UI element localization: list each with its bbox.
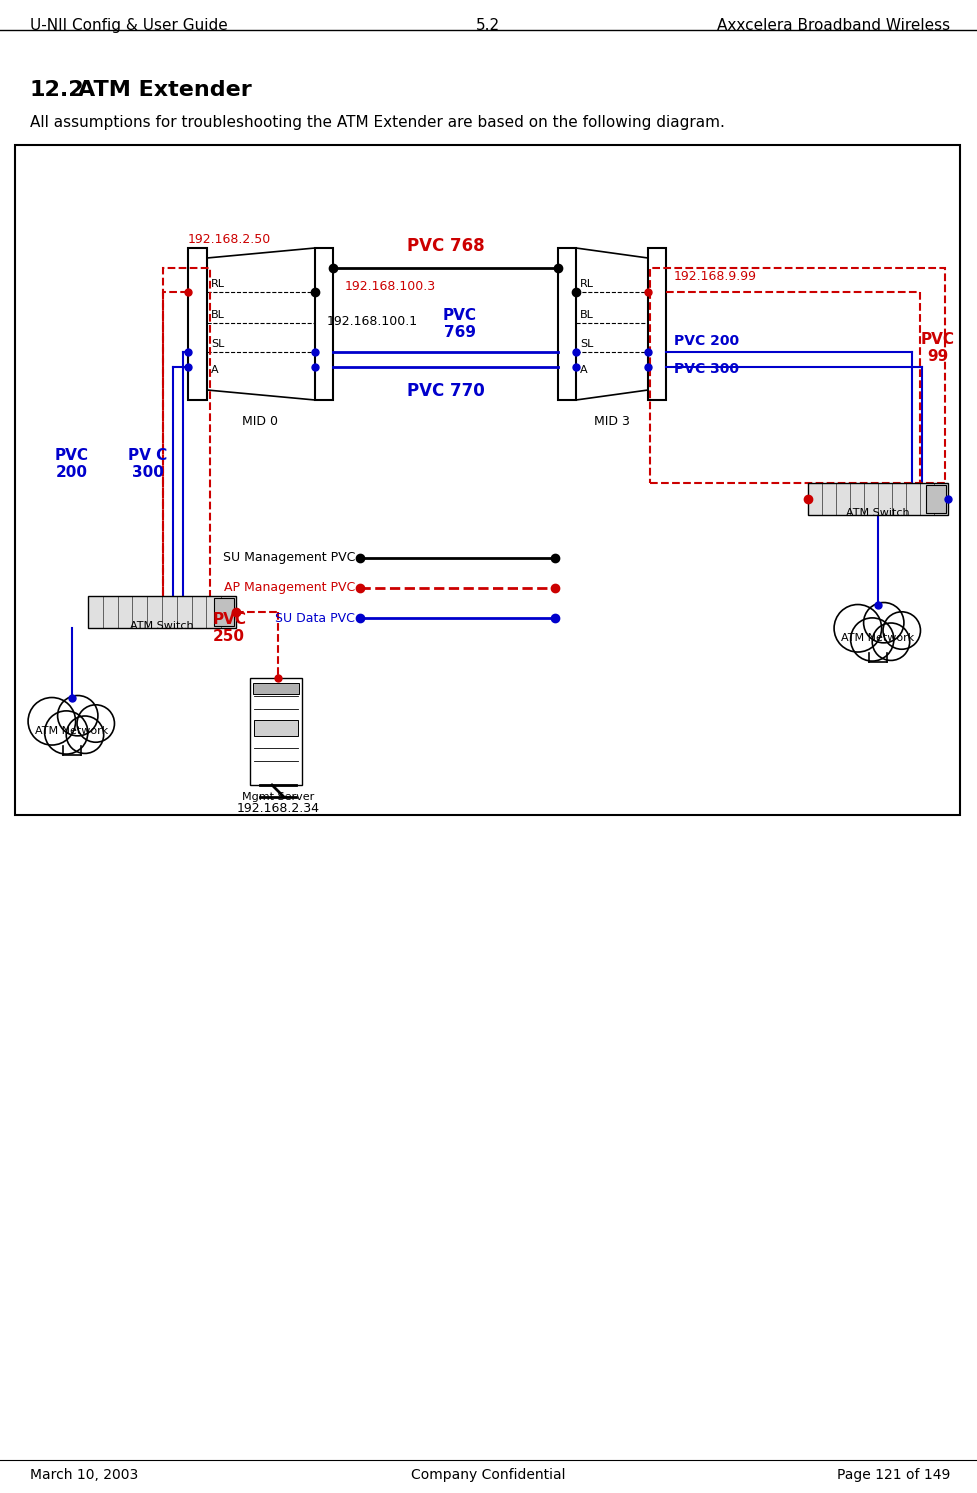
Bar (250, 678, 302, 785)
Text: ATM Switch: ATM Switch (130, 621, 193, 632)
Text: MID 3: MID 3 (594, 415, 630, 428)
Text: Page 121 of 149: Page 121 of 149 (836, 1468, 950, 1483)
Text: SL: SL (580, 339, 593, 349)
Text: Mgmt Server: Mgmt Server (242, 791, 315, 802)
Text: March 10, 2003: March 10, 2003 (30, 1468, 139, 1483)
Text: U-NII Config & User Guide: U-NII Config & User Guide (30, 18, 228, 33)
Text: A: A (211, 364, 219, 375)
Text: PVC
200: PVC 200 (55, 448, 89, 481)
Text: SL: SL (211, 339, 225, 349)
Text: Axxcelera Broadband Wireless: Axxcelera Broadband Wireless (717, 18, 950, 33)
Text: BL: BL (211, 311, 225, 320)
Bar (188, 248, 207, 400)
Bar (926, 485, 946, 514)
Text: 192.168.100.3: 192.168.100.3 (345, 281, 436, 293)
Text: MID 0: MID 0 (242, 415, 278, 428)
Text: PV C
300: PV C 300 (128, 448, 168, 481)
Text: 192.168.2.50: 192.168.2.50 (188, 233, 272, 246)
Bar (808, 484, 948, 515)
Text: PVC 300: PVC 300 (674, 361, 739, 376)
Bar (558, 248, 576, 400)
Text: PVC
250: PVC 250 (213, 612, 247, 645)
Text: PVC 200: PVC 200 (674, 334, 740, 348)
Text: PVC
769: PVC 769 (443, 308, 477, 340)
Text: ATM Network: ATM Network (841, 633, 914, 643)
Bar (253, 682, 299, 694)
Bar (648, 248, 666, 400)
Text: ATM Extender: ATM Extender (78, 81, 252, 100)
Text: SU Management PVC: SU Management PVC (223, 551, 355, 564)
Bar (88, 596, 236, 629)
Text: SU Data PVC: SU Data PVC (276, 612, 355, 624)
Text: BL: BL (580, 311, 594, 320)
Text: PVC
99: PVC 99 (921, 331, 955, 364)
Text: RL: RL (580, 279, 594, 290)
Text: PVC 770: PVC 770 (406, 382, 485, 400)
Text: 192.168.100.1: 192.168.100.1 (326, 315, 417, 328)
Bar (315, 248, 333, 400)
Bar (650, 269, 945, 484)
Bar (214, 599, 234, 626)
Text: 192.168.2.34: 192.168.2.34 (236, 802, 319, 815)
Text: 5.2: 5.2 (476, 18, 500, 33)
Text: RL: RL (211, 279, 225, 290)
Text: ATM Switch: ATM Switch (846, 508, 910, 518)
Text: A: A (580, 364, 587, 375)
Text: AP Management PVC: AP Management PVC (224, 581, 355, 594)
Text: 192.168.9.99: 192.168.9.99 (674, 270, 757, 284)
Text: 12.2: 12.2 (30, 81, 85, 100)
Bar (15, 145, 960, 815)
Bar (163, 269, 210, 629)
Text: ATM Network: ATM Network (35, 726, 108, 736)
Text: Company Confidential: Company Confidential (410, 1468, 566, 1483)
Bar (254, 720, 298, 736)
Text: All assumptions for troubleshooting the ATM Extender are based on the following : All assumptions for troubleshooting the … (30, 115, 725, 130)
Text: PVC 768: PVC 768 (406, 237, 485, 255)
